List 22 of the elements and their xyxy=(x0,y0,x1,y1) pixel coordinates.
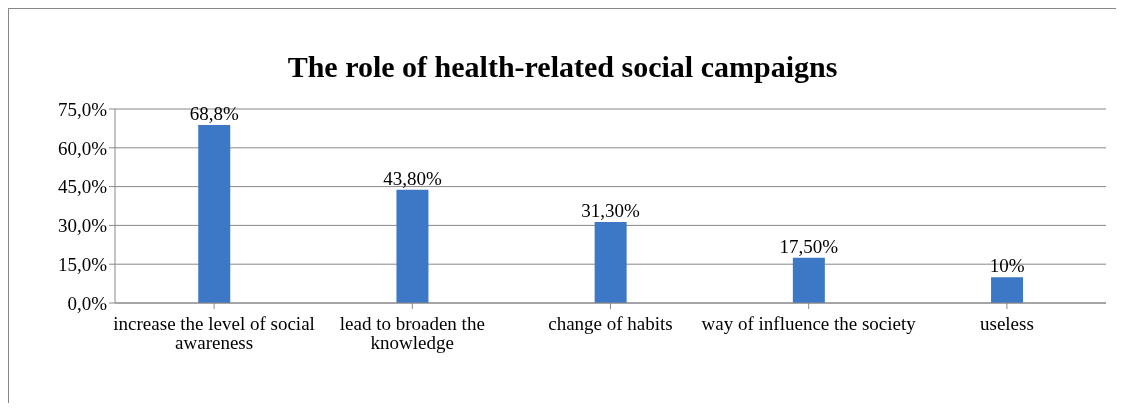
y-tick-label: 0,0% xyxy=(67,292,108,314)
y-tick-label: 75,0% xyxy=(57,98,108,120)
data-label: 10% xyxy=(989,255,1025,277)
data-label: 43,80% xyxy=(383,167,442,189)
y-tick-label: 15,0% xyxy=(57,253,108,275)
bar xyxy=(792,257,825,303)
bar xyxy=(991,277,1024,303)
y-tick-label: 60,0% xyxy=(57,137,108,159)
chart-title: The role of health-related social campaigns xyxy=(286,49,839,85)
data-label: 17,50% xyxy=(779,235,839,257)
y-tick-label: 45,0% xyxy=(57,176,108,198)
x-tick-label: change of habits xyxy=(548,313,673,335)
x-tick-label: way of influence the society xyxy=(701,313,917,335)
data-label: 68,8% xyxy=(189,103,239,125)
bar xyxy=(198,125,231,303)
bar xyxy=(396,189,429,303)
x-tick-label: lead to broaden the knowledge xyxy=(339,313,485,354)
x-tick-label: increase the level of social awareness xyxy=(113,313,315,354)
bar xyxy=(594,222,627,303)
y-tick-label: 30,0% xyxy=(57,215,108,237)
x-tick-label: useless xyxy=(979,313,1034,335)
data-label: 31,30% xyxy=(581,200,641,222)
